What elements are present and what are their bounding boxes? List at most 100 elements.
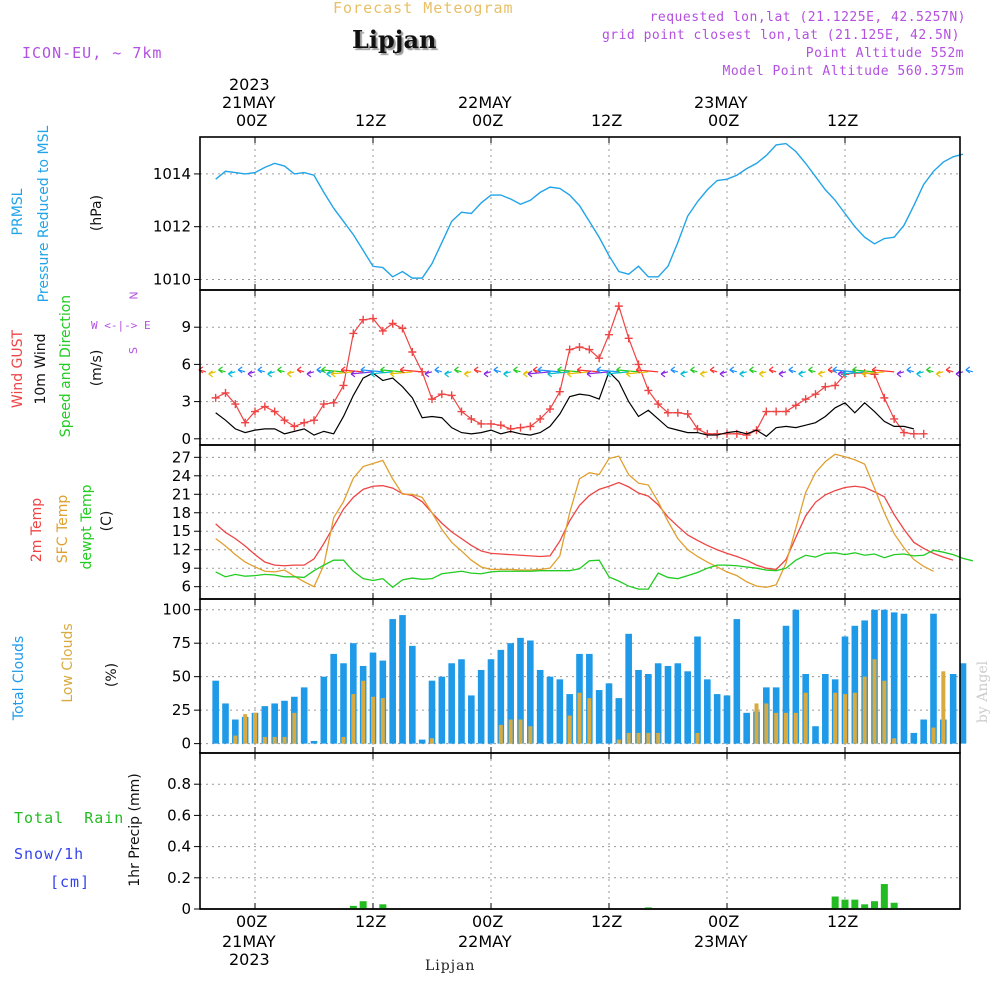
- rain-bar: [851, 899, 859, 909]
- total-cloud-bar: [458, 659, 465, 744]
- wind-direction-arrow: [852, 366, 875, 374]
- gust-marker: [496, 421, 505, 430]
- total-cloud-bar: [399, 615, 406, 744]
- gust-marker: [329, 398, 338, 407]
- gust-marker: [919, 429, 928, 438]
- ytick-label: 0: [181, 735, 191, 753]
- ytick-label: 24: [172, 467, 191, 485]
- bottom-tick-12z-21: 12Z: [355, 912, 387, 931]
- total-cloud-bar: [792, 609, 800, 744]
- gust-marker: [536, 414, 545, 423]
- temp-sfc-line: [215, 453, 934, 588]
- total-cloud-bar: [645, 673, 652, 744]
- gust-marker: [673, 408, 682, 417]
- top-tick-00z-21: 00Z: [236, 111, 268, 130]
- total-cloud-bar: [664, 665, 672, 744]
- rain-bar: [349, 905, 357, 909]
- total-cloud-bar: [605, 683, 613, 744]
- total-cloud-bar: [851, 625, 859, 744]
- gust-marker: [477, 419, 486, 428]
- wind-direction-arrow: [739, 370, 747, 378]
- bottom-date-23may: 23MAY: [694, 932, 748, 951]
- low-cloud-bar: [528, 726, 533, 744]
- wind-direction-arrow: [247, 370, 256, 378]
- total-cloud-bar: [477, 669, 485, 744]
- total-cloud-bar: [232, 719, 239, 744]
- total-cloud-bar: [890, 612, 898, 744]
- bottom-tick-12z-22: 12Z: [591, 912, 623, 931]
- wind-direction-arrow: [547, 370, 570, 378]
- gust-marker: [791, 401, 800, 410]
- wind-direction-arrow: [680, 370, 688, 378]
- total-cloud-bar: [615, 698, 623, 744]
- low-cloud-bar: [282, 736, 287, 744]
- total-cloud-bar: [910, 732, 918, 744]
- gust-marker: [526, 422, 535, 431]
- gust-marker: [270, 407, 279, 416]
- gust-marker: [634, 360, 643, 369]
- wind-direction-arrow: [296, 366, 305, 374]
- gust-marker: [408, 348, 417, 356]
- low-cloud-bar: [626, 732, 631, 744]
- rain-bar: [841, 899, 849, 909]
- wind-direction-arrow: [625, 370, 649, 378]
- ytick-label: 75: [172, 634, 191, 652]
- total-cloud-bar: [812, 726, 819, 744]
- wind-direction-arrow: [788, 366, 796, 374]
- gust-marker: [604, 330, 613, 339]
- gust-marker: [801, 395, 810, 404]
- wind-direction-arrow: [277, 366, 285, 374]
- ytick-label: 1012: [153, 218, 191, 236]
- gust-marker: [486, 419, 495, 428]
- ytick-label: 0.4: [167, 838, 191, 856]
- gust-marker: [693, 424, 702, 433]
- low-cloud-bar: [862, 676, 867, 744]
- ytick-label: 50: [172, 668, 191, 686]
- gust-marker: [663, 408, 672, 417]
- rain-bar: [870, 901, 878, 909]
- ytick-label: 0.2: [167, 869, 191, 887]
- total-cloud-bar: [684, 671, 691, 744]
- low-cloud-bar: [852, 692, 857, 744]
- wind-direction-arrow: [389, 370, 413, 378]
- total-cloud-bar: [900, 613, 908, 744]
- gust-marker: [339, 381, 348, 390]
- bottom-tick-00z-22: 00Z: [472, 912, 504, 931]
- gust-marker: [211, 393, 220, 402]
- top-tick-12z-21: 12Z: [355, 111, 387, 130]
- total-cloud-bar: [350, 643, 357, 744]
- panel-wind: 0 3 6 9: [181, 290, 960, 448]
- bottom-date-22may: 22MAY: [458, 932, 512, 951]
- low-cloud-bar: [793, 712, 798, 744]
- panel-frame: [199, 752, 961, 910]
- wind-direction-arrow: [871, 366, 895, 374]
- panel-pressure: 1010 1012 1014: [153, 137, 960, 290]
- total-cloud-bar: [546, 676, 554, 744]
- low-cloud-bar: [695, 732, 700, 744]
- wind-direction-arrow: [537, 366, 560, 374]
- bottom-tick-12z-23: 12Z: [827, 912, 859, 931]
- total-cloud-bar: [713, 694, 721, 744]
- low-cloud-bar: [262, 736, 267, 744]
- gust-marker: [221, 388, 230, 397]
- point-altitude: Point Altitude 552m: [805, 46, 964, 61]
- ytick-label: 9: [181, 559, 191, 577]
- low-cloud-bar: [931, 727, 936, 744]
- low-cloud-bar: [351, 694, 356, 744]
- total-cloud-bar: [743, 712, 750, 744]
- rain-bar: [379, 904, 387, 909]
- total-cloud-bar: [448, 663, 455, 744]
- wind-direction-arrow: [527, 370, 551, 378]
- wind-direction-arrow: [483, 370, 492, 378]
- low-cloud-bar: [518, 719, 523, 744]
- gust-marker: [359, 315, 368, 324]
- total-cloud-bar: [261, 706, 269, 744]
- ytick-label: 1014: [153, 165, 191, 183]
- wind-direction-arrow: [616, 366, 639, 374]
- bottom-tick-00z-21: 00Z: [236, 912, 268, 931]
- total-cloud-bar: [782, 625, 790, 744]
- wind-direction-arrow: [842, 370, 865, 378]
- wind-direction-arrow: [798, 370, 806, 378]
